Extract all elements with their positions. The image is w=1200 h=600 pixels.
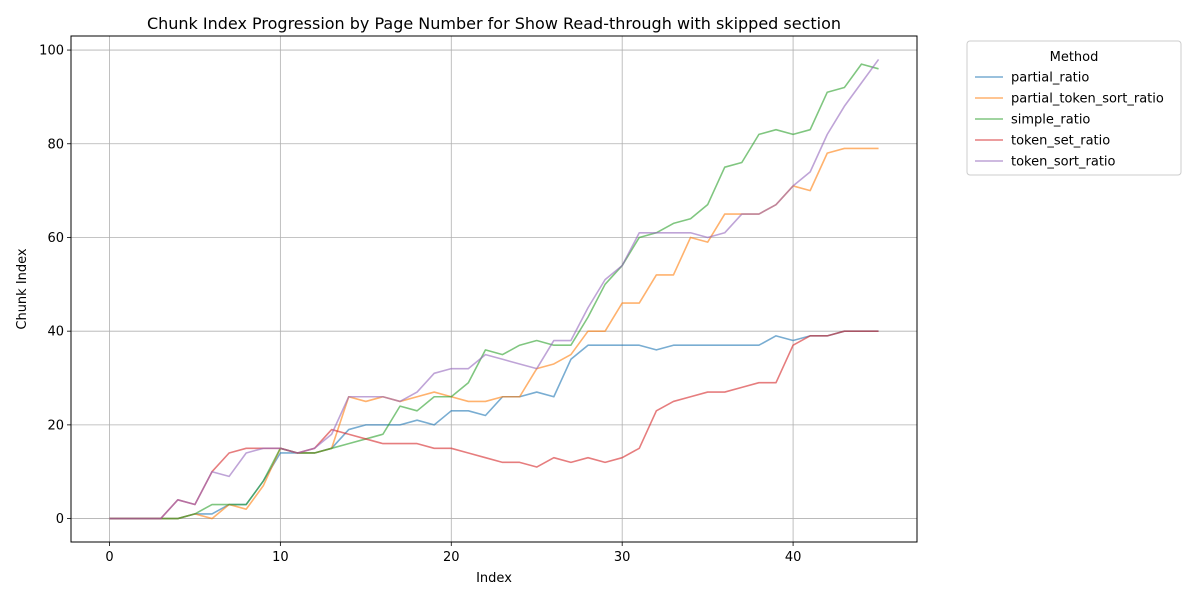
- y-tick-label: 0: [56, 512, 64, 527]
- y-tick-label: 60: [47, 231, 64, 246]
- x-axis: 0 10 20 30 40: [105, 542, 801, 565]
- legend-box: [966, 40, 1182, 176]
- y-tick-label: 40: [47, 325, 64, 340]
- legend-items: partial_ratio partial_token_sort_ratiosim…: [975, 71, 1164, 170]
- grid-lines: [71, 36, 917, 542]
- series-layer: [109, 58, 880, 520]
- y-axis-label: Chunk Index: [15, 248, 30, 330]
- legend: Method partial_ratio partial_token_sort_r…: [966, 40, 1182, 176]
- plot-area-frame: [70, 35, 918, 543]
- y-tick-label: 20: [47, 418, 64, 433]
- y-tick-label: 80: [47, 137, 64, 152]
- chart-title: Chunk Index Progression by Page Number f…: [147, 14, 841, 33]
- legend-entry: partial_ratio: [1011, 71, 1089, 86]
- x-tick-label: 0: [105, 550, 113, 565]
- legend-entry: simple_ratio: [1011, 113, 1090, 128]
- y-tick-label: 100: [39, 44, 64, 59]
- legend-entry: token_set_ratio: [1011, 134, 1110, 149]
- x-tick-label: 20: [443, 550, 460, 565]
- x-tick-label: 10: [272, 550, 289, 565]
- x-tick-label: 30: [614, 550, 631, 565]
- legend-entry: partial_token_sort_ratio: [1011, 92, 1164, 107]
- y-axis: 0 20 40 60 80 100: [39, 44, 71, 527]
- legend-entry: token_sort_ratio: [1011, 155, 1116, 170]
- legend-title: Method: [1050, 50, 1099, 65]
- x-tick-label: 40: [785, 550, 802, 565]
- series-line-simple-ratio: [109, 63, 879, 520]
- series-line-token-sort-ratio: [109, 58, 880, 520]
- x-axis-label: Index: [476, 571, 512, 586]
- series-line-token-set-ratio: [109, 330, 879, 520]
